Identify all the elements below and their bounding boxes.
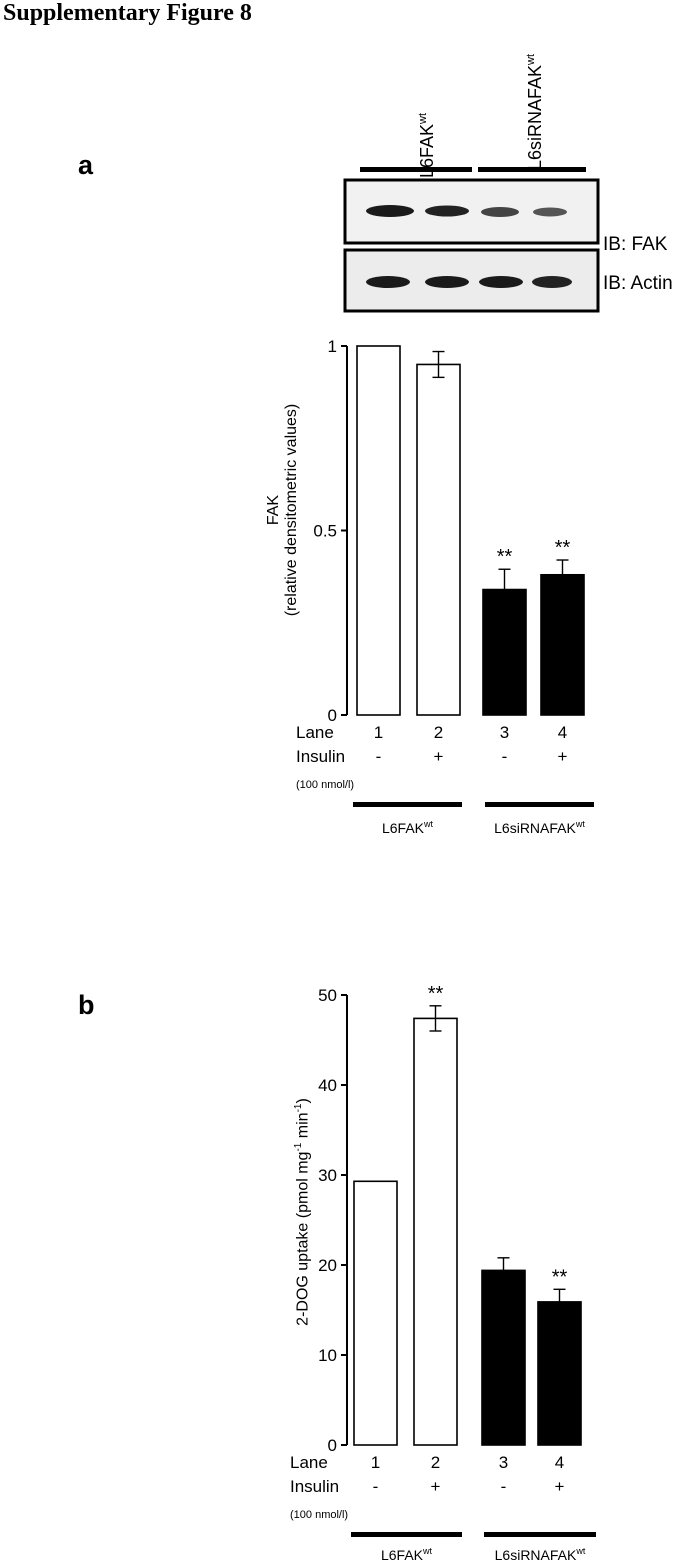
chart-b-ytick-label-5: 50 <box>318 986 337 1005</box>
chart-a-bar-4 <box>540 573 585 716</box>
chart-b-ytick-label-4: 40 <box>318 1076 337 1095</box>
chart-b-significance-4: ** <box>552 1266 568 1288</box>
chart-b-insulin-label: Insulin <box>290 1477 339 1496</box>
chart-b-insulin-value-1: - <box>373 1477 379 1496</box>
chart-b-group-bar-1 <box>351 1532 462 1537</box>
blot-row-label-fak: IB: FAK <box>603 234 668 255</box>
chart-a-ytick-label-2: 1 <box>328 337 337 356</box>
blot-group-bar-2 <box>478 167 586 172</box>
chart-b-bar-3 <box>481 1269 526 1446</box>
chart-a-lane-number-4: 4 <box>558 723 567 742</box>
chart-b-insulin-note: (100 nmol/l) <box>290 1509 348 1521</box>
chart-a-significance-4: ** <box>555 537 571 559</box>
dog-uptake-bar-chart: 0 10 20 30 40 50 1 - ** 2 +3 - ** 4 + Lane Insulin (100 n… <box>290 983 596 1563</box>
chart-a-group-bar-2 <box>485 802 594 807</box>
chart-b-ytick-label-2: 20 <box>318 1256 337 1275</box>
chart-b-bar-2 <box>413 1017 458 1446</box>
western-blot <box>343 167 600 313</box>
panel-letter-b: b <box>78 990 95 1020</box>
chart-a-insulin-value-1: - <box>376 747 382 766</box>
blot-fak-band <box>343 178 600 245</box>
chart-b-insulin-value-2: + <box>431 1477 441 1496</box>
chart-b-lane-number-2: 2 <box>431 1453 440 1472</box>
chart-a-insulin-value-4: + <box>558 747 568 766</box>
chart-b-lane-number-3: 3 <box>499 1453 508 1472</box>
chart-a-insulin-note: (100 nmol/l) <box>296 779 354 791</box>
chart-b-group-bar-2 <box>484 1532 596 1537</box>
chart-a-significance-3: ** <box>497 546 513 568</box>
chart-a-lane-number-2: 2 <box>434 723 443 742</box>
chart-b-ylabel: 2-DOG uptake (pmol mg-1 min-1) <box>293 1098 312 1326</box>
chart-a-lane-number-1: 1 <box>374 723 383 742</box>
blot-group-bar-1 <box>360 167 472 172</box>
chart-b-group-label-2: L6siRNAFAKwt <box>495 1546 586 1563</box>
chart-a-ylabel: FAK (relative densitometric values) <box>265 403 300 617</box>
chart-a-group-bar-1 <box>353 802 462 807</box>
chart-a-ytick-label-0: 0 <box>328 706 337 725</box>
chart-b-bar-1 <box>353 1180 398 1446</box>
fak-bar-chart: 0 0.5 1 1 - 2 + ** 3 - ** 4 + Lane Insulin (100 nmol/l)… <box>296 337 594 836</box>
chart-b-lane-number-1: 1 <box>371 1453 380 1472</box>
chart-a-bar-3 <box>482 588 527 716</box>
panel-letter-a: a <box>78 150 94 180</box>
chart-a-lane-number-3: 3 <box>500 723 509 742</box>
chart-b-ytick-label-3: 30 <box>318 1166 337 1185</box>
chart-a-insulin-label: Insulin <box>296 747 345 766</box>
chart-b-insulin-value-4: + <box>555 1477 565 1496</box>
chart-b-significance-2: ** <box>428 983 444 1005</box>
chart-b-ytick-label-0: 0 <box>328 1436 337 1455</box>
chart-b-lane-number-4: 4 <box>555 1453 564 1472</box>
chart-b-group-label-1: L6FAKwt <box>381 1546 433 1563</box>
chart-b-lane-label: Lane <box>290 1453 328 1472</box>
blot-group-label-2: L6siRNAFAKwt <box>525 53 545 170</box>
chart-a-insulin-value-3: - <box>502 747 508 766</box>
chart-a-insulin-value-2: + <box>434 747 444 766</box>
blot-row-label-actin: IB: Actin <box>603 273 673 294</box>
chart-a-ytick-label-1: 0.5 <box>313 522 337 541</box>
figure-title: Supplementary Figure 8 <box>3 0 252 26</box>
blot-actin-band <box>343 248 600 313</box>
chart-a-group-label-1: L6FAKwt <box>382 819 434 836</box>
chart-b-bar-4 <box>537 1301 582 1446</box>
chart-b-ytick-label-1: 10 <box>318 1346 337 1365</box>
chart-a-bar-1 <box>356 345 401 716</box>
chart-b-insulin-value-3: - <box>501 1477 507 1496</box>
chart-a-bar-2 <box>416 363 461 716</box>
chart-a-lane-label: Lane <box>296 723 334 742</box>
chart-a-group-label-2: L6siRNAFAKwt <box>494 819 585 836</box>
